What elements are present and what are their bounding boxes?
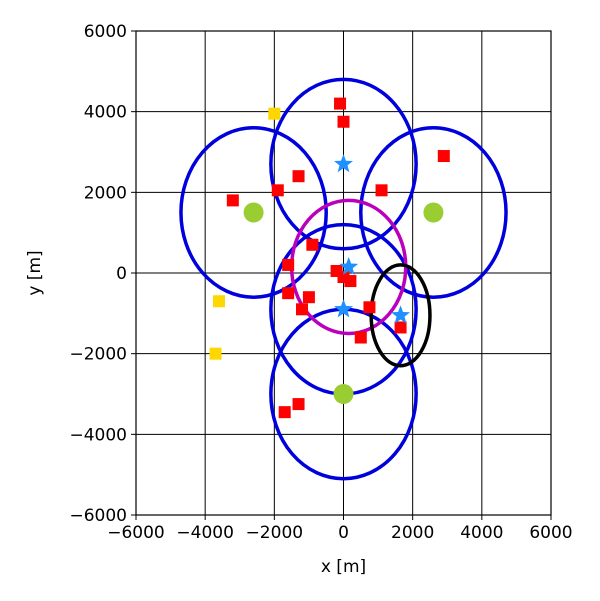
square-marker — [268, 107, 281, 120]
y-tick-label: −6000 — [69, 506, 127, 526]
x-tick-label: −6000 — [107, 523, 165, 543]
star-marker — [333, 299, 354, 318]
coverage-ellipse — [179, 126, 328, 299]
square-marker — [344, 275, 357, 288]
y-axis-label: y [m] — [25, 250, 45, 295]
y-tick-label: −4000 — [69, 425, 127, 445]
x-tick-label: 4000 — [460, 523, 503, 543]
x-axis-label: x [m] — [321, 557, 366, 577]
square-marker — [375, 184, 388, 197]
square-marker — [302, 291, 315, 304]
square-marker — [209, 347, 222, 360]
coverage-ellipse — [359, 126, 508, 299]
y-tick-label: 4000 — [84, 103, 127, 123]
star-marker — [339, 256, 359, 276]
square-marker — [306, 238, 319, 251]
x-tick-label: −4000 — [176, 523, 234, 543]
coverage-ellipse — [369, 263, 432, 368]
x-tick-label: −2000 — [246, 523, 304, 543]
square-marker — [337, 115, 350, 128]
square-marker — [437, 150, 450, 163]
y-tick-label: 2000 — [84, 183, 127, 203]
x-tick-label: 2000 — [391, 523, 434, 543]
square-marker — [278, 406, 291, 419]
square-marker — [282, 258, 295, 271]
x-tick-label: 6000 — [529, 523, 572, 543]
square-marker — [354, 331, 367, 344]
x-tick-label: 0 — [338, 523, 349, 543]
circle-marker — [333, 384, 354, 404]
circle-marker — [243, 202, 264, 223]
square-marker — [296, 303, 308, 316]
markers — [209, 97, 450, 419]
square-marker — [292, 170, 305, 183]
square-marker — [394, 321, 407, 334]
y-tick-label: −2000 — [69, 345, 127, 365]
star-marker — [333, 154, 354, 173]
y-tick-label: 6000 — [84, 22, 127, 42]
square-marker — [213, 295, 225, 308]
square-marker — [334, 97, 347, 110]
y-tick-label: 0 — [116, 264, 127, 284]
star-marker — [391, 305, 411, 324]
square-marker — [271, 184, 284, 197]
ticks: −6000 −4000 −2000 0 2000 4000 6000 −6000 −4000 −2… — [69, 22, 572, 543]
coverage-ellipse — [269, 77, 418, 251]
square-marker — [292, 398, 305, 411]
square-marker — [363, 301, 376, 314]
square-marker — [282, 287, 295, 300]
circle-marker — [423, 202, 444, 223]
square-marker — [226, 194, 239, 207]
